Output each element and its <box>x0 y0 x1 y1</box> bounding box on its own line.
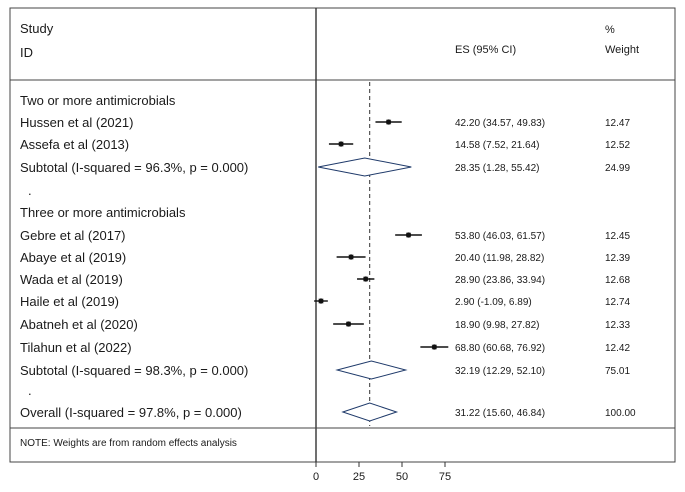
weight-value: 12.45 <box>605 231 630 242</box>
weight-value: 12.39 <box>605 253 630 264</box>
es-ci-value: 18.90 (9.98, 27.82) <box>455 320 540 331</box>
row-label: Abatneh et al (2020) <box>20 317 138 332</box>
header-id: ID <box>20 45 33 60</box>
header-weight: Weight <box>605 44 639 56</box>
es-ci-value: 53.80 (46.03, 61.57) <box>455 231 545 242</box>
weight-value: 100.00 <box>605 408 636 419</box>
row-label: Haile et al (2019) <box>20 294 119 309</box>
group-label: Two or more antimicrobials <box>20 93 176 108</box>
es-ci-value: 32.19 (12.29, 52.10) <box>455 366 545 377</box>
row-label: Subtotal (I-squared = 96.3%, p = 0.000) <box>20 160 248 175</box>
header-weight-pct: % <box>605 24 615 36</box>
row-label: Hussen et al (2021) <box>20 115 133 130</box>
weight-value: 12.47 <box>605 118 630 129</box>
point-estimate <box>405 232 412 238</box>
es-ci-value: 2.90 (-1.09, 6.89) <box>455 297 532 308</box>
point-estimate <box>348 254 354 260</box>
es-ci-value: 14.58 (7.52, 21.64) <box>455 140 540 151</box>
row-label: Wada et al (2019) <box>20 272 123 287</box>
weight-value: 12.33 <box>605 320 630 331</box>
weight-value: 12.42 <box>605 343 630 354</box>
spacer-dot: . <box>28 183 32 198</box>
point-estimate <box>385 119 392 125</box>
row-label: Tilahun et al (2022) <box>20 340 132 355</box>
header-es: ES (95% CI) <box>455 44 516 56</box>
row-label: Abaye et al (2019) <box>20 250 126 265</box>
spacer-dot: . <box>28 383 32 398</box>
x-tick-label: 75 <box>439 471 451 483</box>
weight-value: 12.68 <box>605 275 630 286</box>
es-ci-value: 31.22 (15.60, 46.84) <box>455 408 545 419</box>
weight-value: 12.74 <box>605 297 630 308</box>
es-ci-value: 28.90 (23.86, 33.94) <box>455 275 545 286</box>
point-estimate <box>318 298 324 304</box>
header-study: Study <box>20 21 54 36</box>
x-tick-label: 25 <box>353 471 365 483</box>
row-label: Assefa et al (2013) <box>20 137 129 152</box>
es-ci-value: 28.35 (1.28, 55.42) <box>455 163 540 174</box>
es-ci-value: 68.80 (60.68, 76.92) <box>455 343 545 354</box>
weights-note: NOTE: Weights are from random effects an… <box>20 438 237 449</box>
point-estimate <box>338 141 344 147</box>
x-tick-label: 50 <box>396 471 408 483</box>
row-label: Overall (I-squared = 97.8%, p = 0.000) <box>20 405 242 420</box>
group-label: Three or more antimicrobials <box>20 205 186 220</box>
weight-value: 24.99 <box>605 163 630 174</box>
point-estimate <box>431 344 437 350</box>
es-ci-value: 42.20 (34.57, 49.83) <box>455 118 545 129</box>
x-tick-label: 0 <box>313 471 319 483</box>
weight-value: 75.01 <box>605 366 630 377</box>
row-label: Gebre et al (2017) <box>20 228 126 243</box>
point-estimate <box>345 321 352 327</box>
overall-diamond <box>341 402 399 422</box>
subtotal-diamond <box>318 157 412 177</box>
row-label: Subtotal (I-squared = 98.3%, p = 0.000) <box>20 363 248 378</box>
es-ci-value: 20.40 (11.98, 28.82) <box>455 253 544 264</box>
point-estimate <box>363 276 369 282</box>
subtotal-diamond <box>335 360 408 380</box>
weight-value: 12.52 <box>605 140 630 151</box>
